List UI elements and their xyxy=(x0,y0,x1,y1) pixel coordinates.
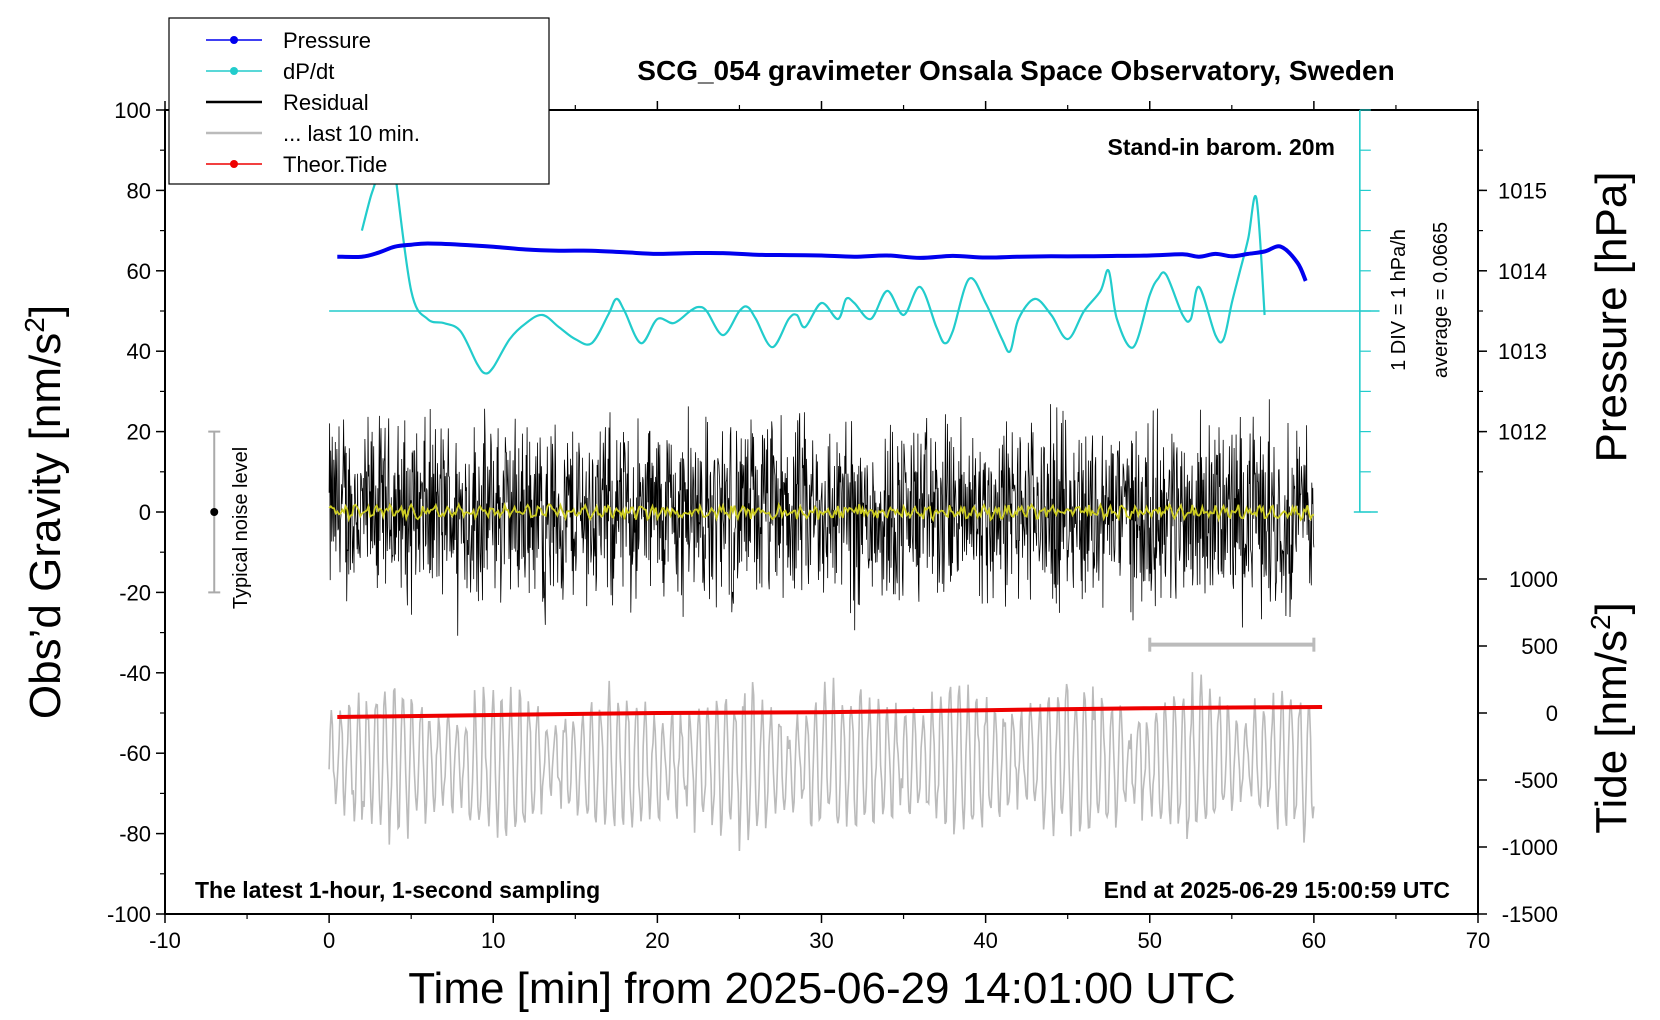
smoothed-residual-line xyxy=(328,501,1315,523)
x-tick-label: 40 xyxy=(973,928,997,953)
y-tick-label: 100 xyxy=(114,98,151,123)
y-left-label-main: Obs’d Gravity [nm/s xyxy=(21,333,70,719)
pressure-tick-label: 1014 xyxy=(1498,259,1547,284)
x-tick-label: 20 xyxy=(645,928,669,953)
tide-tick-label: 1000 xyxy=(1509,567,1558,592)
x-tick-label: 50 xyxy=(1138,928,1162,953)
y-tick-label: -60 xyxy=(119,741,151,766)
legend-label: Pressure xyxy=(283,28,371,53)
legend-marker xyxy=(230,67,238,75)
y-left-label-sup: 2 xyxy=(19,317,50,333)
x-axis-label: Time [min] from 2025-06-29 14:01:00 UTC xyxy=(408,964,1235,1013)
residual-line xyxy=(328,399,1315,636)
div-label: 1 DIV = 1 hPa/h xyxy=(1388,229,1410,371)
average-label: average = 0.0665 xyxy=(1430,222,1452,378)
last-10-min-line xyxy=(328,672,1315,852)
tide-tick-label: -1500 xyxy=(1502,902,1558,927)
latest-note: The latest 1-hour, 1-second sampling xyxy=(195,877,600,903)
y-tick-label: 40 xyxy=(127,339,151,364)
y-tick-label: 20 xyxy=(127,420,151,445)
legend-marker xyxy=(230,160,238,168)
legend-label: ... last 10 min. xyxy=(283,121,420,146)
chart-title: SCG_054 gravimeter Onsala Space Observat… xyxy=(637,55,1394,86)
x-tick-label: 10 xyxy=(481,928,505,953)
y-axis-label-pressure: Pressure [hPa] xyxy=(1587,171,1636,462)
theor-tide-line xyxy=(337,705,1323,719)
stand-in-note: Stand-in barom. 20m xyxy=(1108,134,1335,160)
legend-label: dP/dt xyxy=(283,59,334,84)
y-axis-label-tide: Tide [nm/s2] xyxy=(1585,602,1636,834)
tide-tick-label: -1000 xyxy=(1502,835,1558,860)
y-tick-label: -80 xyxy=(119,822,151,847)
y-tick-label: -40 xyxy=(119,661,151,686)
pressure-tick-label: 1013 xyxy=(1498,339,1547,364)
x-tick-label: -10 xyxy=(149,928,181,953)
y-tick-label: -100 xyxy=(107,902,151,927)
noise-bar-center xyxy=(210,508,219,516)
x-tick-label: 30 xyxy=(809,928,833,953)
tide-tick-label: -500 xyxy=(1514,768,1558,793)
end-at-note: End at 2025-06-29 15:00:59 UTC xyxy=(1104,877,1450,903)
legend: Pressure dP/dt Residual ... last 10 min. The… xyxy=(168,17,550,185)
tide-tick-label: 0 xyxy=(1546,701,1558,726)
y-axis-label-left: Obs’d Gravity [nm/s2] xyxy=(19,305,70,719)
noise-label: Typical noise level xyxy=(230,447,252,609)
annotation-marks xyxy=(208,109,1380,652)
y-tick-label: 0 xyxy=(139,500,151,525)
legend-label: Theor.Tide xyxy=(283,152,387,177)
tide-label-main: Tide [nm/s xyxy=(1587,630,1636,834)
y-left-label-close: ] xyxy=(21,305,70,317)
series-layer xyxy=(328,110,1323,852)
x-tick-label: 60 xyxy=(1302,928,1326,953)
pressure-tick-label: 1012 xyxy=(1498,420,1547,445)
legend-marker xyxy=(230,36,238,44)
tide-tick-label: 500 xyxy=(1521,634,1558,659)
y-tick-label: 80 xyxy=(127,178,151,203)
pressure-tick-label: 1015 xyxy=(1498,178,1547,203)
legend-label: Residual xyxy=(283,90,369,115)
y-tick-label: -20 xyxy=(119,580,151,605)
y-tick-label: 60 xyxy=(127,259,151,284)
tide-label-close: ] xyxy=(1587,602,1636,614)
x-tick-label: 0 xyxy=(323,928,335,953)
axis-ticks: -10 0 10 20 30 40 50 60 70100806040200-20-40-60-… xyxy=(107,98,1558,953)
pressure-line xyxy=(337,241,1308,282)
tide-label-sup: 2 xyxy=(1585,614,1616,630)
x-tick-label: 70 xyxy=(1466,928,1490,953)
